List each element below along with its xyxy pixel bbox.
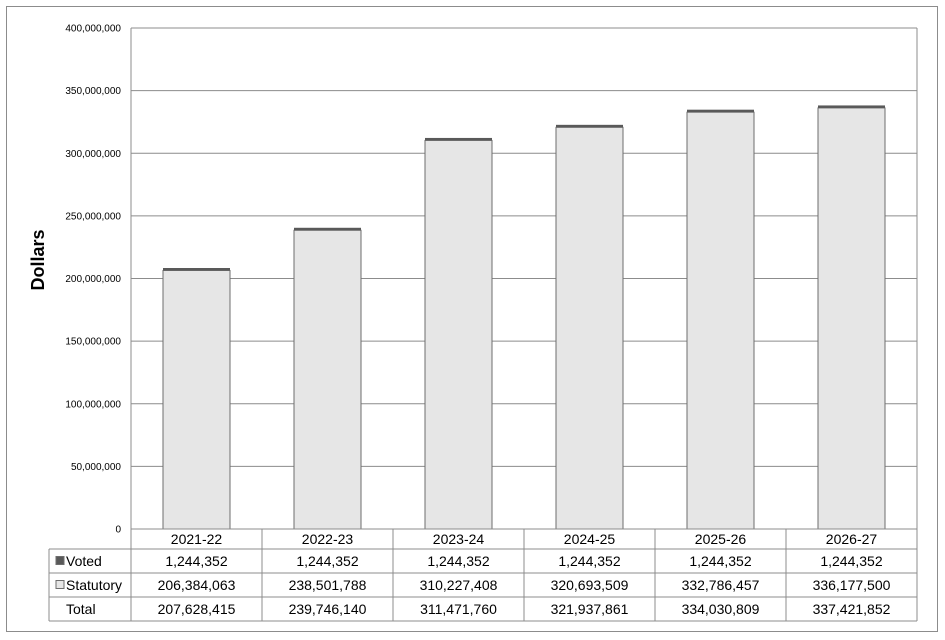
table-cell: 238,501,788 — [289, 577, 367, 593]
y-tick-label: 300,000,000 — [65, 149, 121, 160]
legend-label-statutory: Statutory — [66, 577, 122, 593]
x-tick-label: 2026-27 — [826, 531, 878, 547]
y-tick-label: 400,000,000 — [65, 24, 121, 35]
x-tick-label: 2024-25 — [564, 531, 616, 547]
bar-statutory-2021-22 — [162, 270, 231, 530]
y-tick-label: 0 — [115, 525, 121, 536]
y-tick-label: 100,000,000 — [65, 399, 121, 410]
gridlines — [130, 27, 918, 530]
table-cell: 320,693,509 — [551, 577, 629, 593]
bar-statutory-2025-26 — [686, 111, 755, 530]
table-cell: 321,937,861 — [551, 601, 629, 617]
table-cell: 337,421,852 — [813, 601, 891, 617]
bar-statutory-2022-23 — [293, 229, 362, 530]
bar-voted-2023-24 — [425, 137, 492, 141]
data-table: 2021-22 2022-23 2023-24 2024-25 2025-26 2026-… — [48, 528, 918, 622]
table-cell: 1,244,352 — [165, 553, 227, 569]
bar-voted-2021-22 — [163, 268, 230, 271]
table-cell: 1,244,352 — [427, 553, 489, 569]
table-cell: 332,786,457 — [682, 577, 760, 593]
table-cell: 206,384,063 — [158, 577, 236, 593]
table-cell: 336,177,500 — [813, 577, 891, 593]
y-tick-label: 250,000,000 — [65, 211, 121, 222]
bar-statutory-2024-25 — [555, 126, 624, 530]
y-tick-label: 150,000,000 — [65, 337, 121, 348]
table-cell: 311,471,760 — [420, 601, 497, 617]
table-cell: 239,746,140 — [289, 601, 367, 617]
bar-voted-2022-23 — [294, 227, 361, 231]
x-tick-label: 2021-22 — [171, 531, 223, 547]
bar-statutory-2023-24 — [424, 139, 493, 530]
y-tick-label: 50,000,000 — [71, 462, 121, 473]
bar-voted-2025-26 — [687, 109, 754, 113]
bars — [162, 105, 886, 530]
y-axis-label: Dollars — [28, 229, 48, 290]
bar-voted-2024-25 — [556, 124, 623, 128]
table-cell: 1,244,352 — [820, 553, 882, 569]
table-cell: 1,244,352 — [296, 553, 358, 569]
x-tick-label: 2025-26 — [695, 531, 747, 547]
table-cell: 207,628,415 — [158, 601, 236, 617]
x-tick-label: 2023-24 — [433, 531, 485, 547]
row-label-total: Total — [66, 601, 96, 617]
bar-voted-2026-27 — [818, 105, 885, 108]
y-tick-label: 350,000,000 — [65, 86, 121, 97]
table-cell: 1,244,352 — [558, 553, 620, 569]
x-tick-label: 2022-23 — [302, 531, 354, 547]
y-axis-ticks: 0 50,000,000 100,000,000 150,000,000 200,000… — [65, 24, 121, 536]
table-cell: 310,227,408 — [420, 577, 498, 593]
table-cell: 1,244,352 — [689, 553, 751, 569]
legend-key-statutory — [55, 580, 65, 589]
legend-key-voted — [55, 556, 65, 565]
bar-statutory-2026-27 — [817, 107, 886, 530]
legend-label-voted: Voted — [66, 553, 102, 569]
table-cell: 334,030,809 — [682, 601, 760, 617]
y-tick-label: 200,000,000 — [65, 274, 121, 285]
